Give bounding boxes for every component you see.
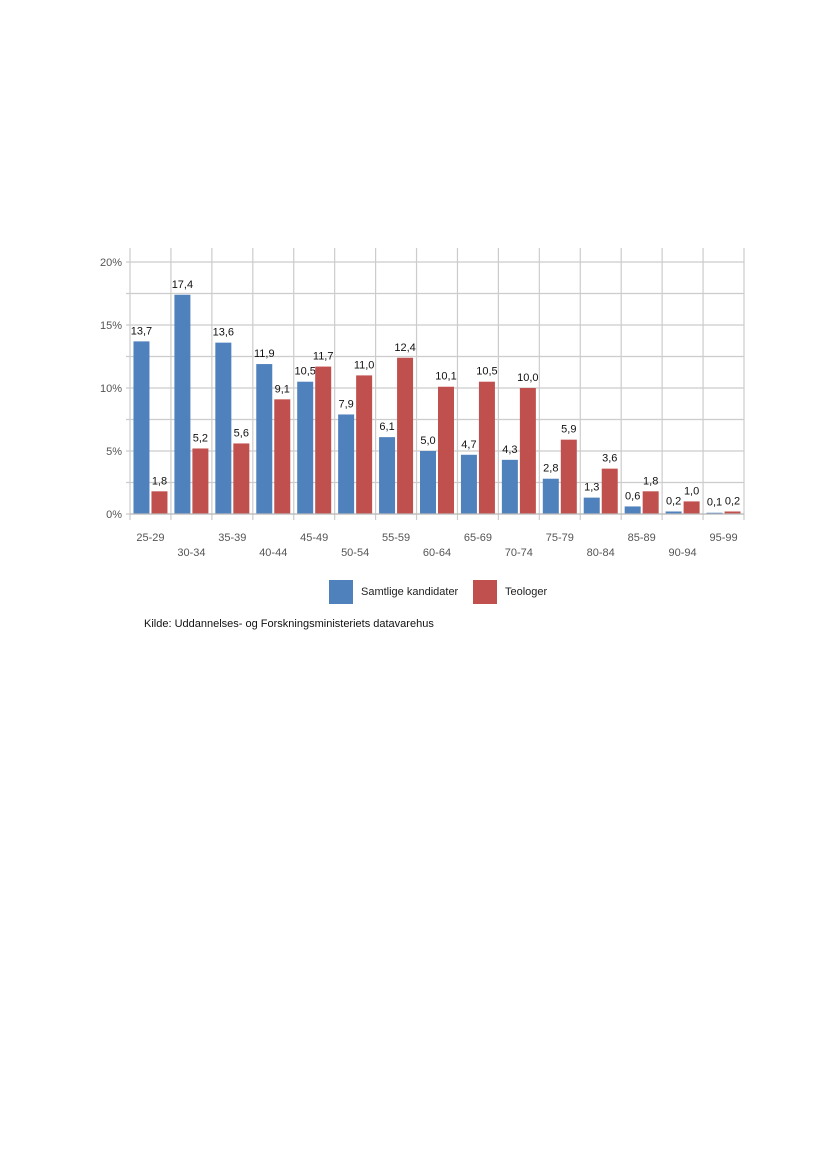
- data-label: 13,7: [131, 325, 152, 337]
- legend-swatch-red: [473, 580, 497, 604]
- bar: [133, 341, 150, 514]
- data-label: 1,8: [152, 475, 167, 487]
- bar: [151, 491, 168, 514]
- data-label: 10,5: [476, 366, 497, 378]
- x-tick-label: 80-84: [587, 547, 615, 559]
- data-label: 5,9: [561, 424, 576, 436]
- data-label: 1,8: [643, 475, 658, 487]
- data-label: 13,6: [213, 327, 234, 339]
- y-tick-label: 0%: [106, 509, 122, 521]
- bar: [215, 342, 232, 514]
- bar: [438, 386, 454, 514]
- x-tick-label: 65-69: [464, 532, 492, 544]
- bar: [601, 468, 618, 514]
- y-tick-label: 10%: [100, 383, 122, 395]
- bar: [519, 388, 536, 514]
- legend-item-samtlige: Samtlige kandidater: [329, 580, 458, 604]
- source-note: Kilde: Uddannelses- og Forskningsministe…: [144, 618, 434, 630]
- x-tick-label: 45-49: [300, 532, 328, 544]
- data-label: 10,1: [435, 371, 456, 383]
- bar: [338, 414, 355, 514]
- data-label: 11,7: [313, 351, 334, 363]
- bar: [706, 512, 723, 514]
- data-label: 6,1: [379, 421, 394, 433]
- bar-chart: 0% 5% 10% 15% 20% 25-29 30-34 35-39 40-44 45-49 50…: [100, 248, 745, 559]
- bar: [478, 381, 495, 514]
- y-tick-label: 15%: [100, 320, 122, 332]
- x-tick-label: 40-44: [259, 547, 287, 559]
- bar: [501, 459, 518, 514]
- data-label: 5,2: [193, 432, 208, 444]
- data-label: 2,8: [543, 463, 558, 475]
- legend: Samtlige kandidater Teologer: [0, 580, 830, 606]
- bar: [724, 511, 741, 514]
- data-label: 11,0: [354, 359, 375, 371]
- data-label: 1,3: [584, 482, 599, 494]
- x-tick-label: 25-29: [136, 532, 164, 544]
- bar: [583, 497, 600, 514]
- legend-item-teologer: Teologer: [473, 580, 547, 604]
- x-tick-label: 50-54: [341, 547, 369, 559]
- bar: [665, 511, 682, 514]
- x-tick-label: 35-39: [218, 532, 246, 544]
- bar: [356, 375, 373, 514]
- legend-label-teologer: Teologer: [505, 586, 548, 598]
- x-tick-label: 75-79: [546, 532, 574, 544]
- data-label: 10,5: [294, 366, 315, 378]
- y-tick-label: 5%: [106, 446, 122, 458]
- bar: [683, 501, 700, 514]
- data-label: 1,0: [684, 485, 699, 497]
- data-label: 0,2: [666, 495, 681, 507]
- bar: [297, 381, 314, 514]
- bar: [397, 357, 414, 514]
- x-tick-label: 90-94: [669, 547, 697, 559]
- x-tick-label: 55-59: [382, 532, 410, 544]
- bar: [192, 448, 209, 514]
- data-label: 0,6: [625, 490, 640, 502]
- x-tick-label: 60-64: [423, 547, 451, 559]
- bar: [560, 439, 577, 514]
- data-label: 5,6: [234, 427, 249, 439]
- bar: [642, 491, 659, 514]
- data-label: 3,6: [602, 453, 617, 465]
- bar: [233, 443, 250, 514]
- bar: [256, 364, 273, 514]
- y-tick-label: 20%: [100, 257, 122, 269]
- bar: [542, 478, 559, 514]
- data-label: 4,7: [461, 439, 476, 451]
- bar: [420, 451, 436, 514]
- data-label: 5,0: [420, 435, 435, 447]
- bar: [174, 294, 191, 514]
- x-tick-label: 30-34: [177, 547, 205, 559]
- bar: [379, 437, 396, 514]
- data-label: 7,9: [338, 398, 353, 410]
- bar: [624, 506, 641, 514]
- bar: [315, 366, 332, 514]
- legend-label-samtlige: Samtlige kandidater: [361, 586, 459, 598]
- x-tick-label: 95-99: [709, 532, 737, 544]
- data-label: 4,3: [502, 444, 517, 456]
- data-label: 17,4: [172, 279, 193, 291]
- bar: [274, 399, 291, 514]
- data-label: 9,1: [275, 383, 290, 395]
- x-tick-label: 70-74: [505, 547, 533, 559]
- bar: [460, 454, 477, 514]
- data-label: 11,9: [254, 348, 275, 360]
- x-tick-label: 85-89: [628, 532, 656, 544]
- data-label: 10,0: [517, 372, 538, 384]
- data-label: 12,4: [394, 342, 415, 354]
- data-label: 0,2: [725, 495, 740, 507]
- legend-swatch-blue: [329, 580, 353, 604]
- data-label: 0,1: [707, 497, 722, 509]
